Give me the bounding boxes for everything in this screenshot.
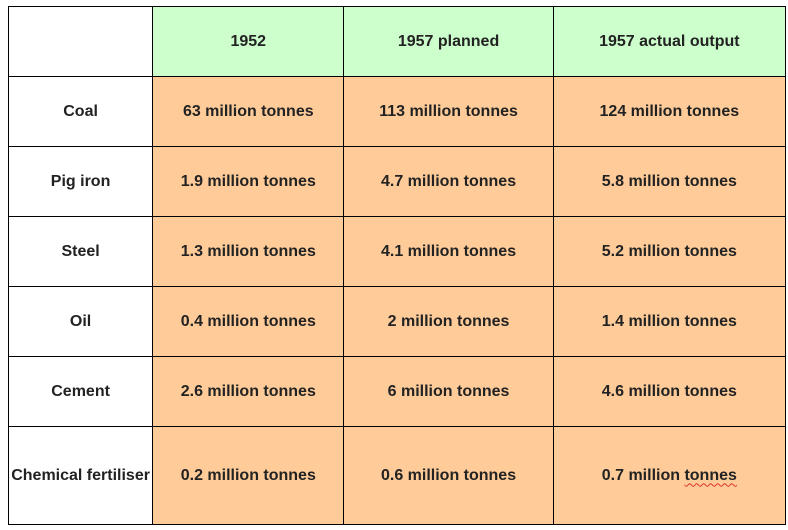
cell-coal-1957-actual: 124 million tonnes bbox=[552, 76, 787, 147]
cell-oil-1952: 0.4 million tonnes bbox=[152, 286, 345, 357]
cell-cement-1957-actual: 4.6 million tonnes bbox=[552, 356, 787, 427]
cell-steel-1957-actual: 5.2 million tonnes bbox=[552, 216, 787, 287]
cell-chemical-fertiliser-1957-actual: 0.7 million tonnes bbox=[552, 426, 787, 525]
table-row-steel: Steel 1.3 million tonnes 4.1 million ton… bbox=[7, 216, 787, 287]
cell-chemical-fertiliser-1952: 0.2 million tonnes bbox=[152, 426, 345, 525]
column-header-1952: 1952 bbox=[152, 6, 345, 77]
table-row-cement: Cement 2.6 million tonnes 6 million tonn… bbox=[7, 356, 787, 427]
header-row: 1952 1957 planned 1957 actual output bbox=[7, 6, 787, 77]
production-table: 1952 1957 planned 1957 actual output Coa… bbox=[7, 6, 787, 525]
column-header-1957-planned: 1957 planned bbox=[343, 6, 554, 77]
corner-cell bbox=[7, 6, 154, 77]
row-label-steel: Steel bbox=[7, 216, 154, 287]
cell-pig-iron-1957-actual: 5.8 million tonnes bbox=[552, 146, 787, 217]
row-label-cement: Cement bbox=[7, 356, 154, 427]
cell-text: 0.7 million tonnes bbox=[601, 466, 737, 484]
cell-coal-1957-planned: 113 million tonnes bbox=[343, 76, 554, 147]
cell-pig-iron-1952: 1.9 million tonnes bbox=[152, 146, 345, 217]
cell-chemical-fertiliser-1957-planned: 0.6 million tonnes bbox=[343, 426, 554, 525]
table-row-oil: Oil 0.4 million tonnes 2 million tonnes … bbox=[7, 286, 787, 357]
table-row-chemical-fertiliser: Chemical fertiliser 0.2 million tonnes 0… bbox=[7, 426, 787, 525]
cell-cement-1957-planned: 6 million tonnes bbox=[343, 356, 554, 427]
spellcheck-underline: tonnes bbox=[684, 466, 737, 484]
cell-steel-1952: 1.3 million tonnes bbox=[152, 216, 345, 287]
table-row-pig-iron: Pig iron 1.9 million tonnes 4.7 million … bbox=[7, 146, 787, 217]
cell-steel-1957-planned: 4.1 million tonnes bbox=[343, 216, 554, 287]
production-table-container: 1952 1957 planned 1957 actual output Coa… bbox=[7, 6, 787, 525]
row-label-coal: Coal bbox=[7, 76, 154, 147]
cell-coal-1952: 63 million tonnes bbox=[152, 76, 345, 147]
table-row-coal: Coal 63 million tonnes 113 million tonne… bbox=[7, 76, 787, 147]
row-label-pig-iron: Pig iron bbox=[7, 146, 154, 217]
cell-oil-1957-actual: 1.4 million tonnes bbox=[552, 286, 787, 357]
cell-pig-iron-1957-planned: 4.7 million tonnes bbox=[343, 146, 554, 217]
row-label-oil: Oil bbox=[7, 286, 154, 357]
column-header-1957-actual: 1957 actual output bbox=[552, 6, 787, 77]
cell-oil-1957-planned: 2 million tonnes bbox=[343, 286, 554, 357]
row-label-chemical-fertiliser: Chemical fertiliser bbox=[7, 426, 154, 525]
cell-cement-1952: 2.6 million tonnes bbox=[152, 356, 345, 427]
